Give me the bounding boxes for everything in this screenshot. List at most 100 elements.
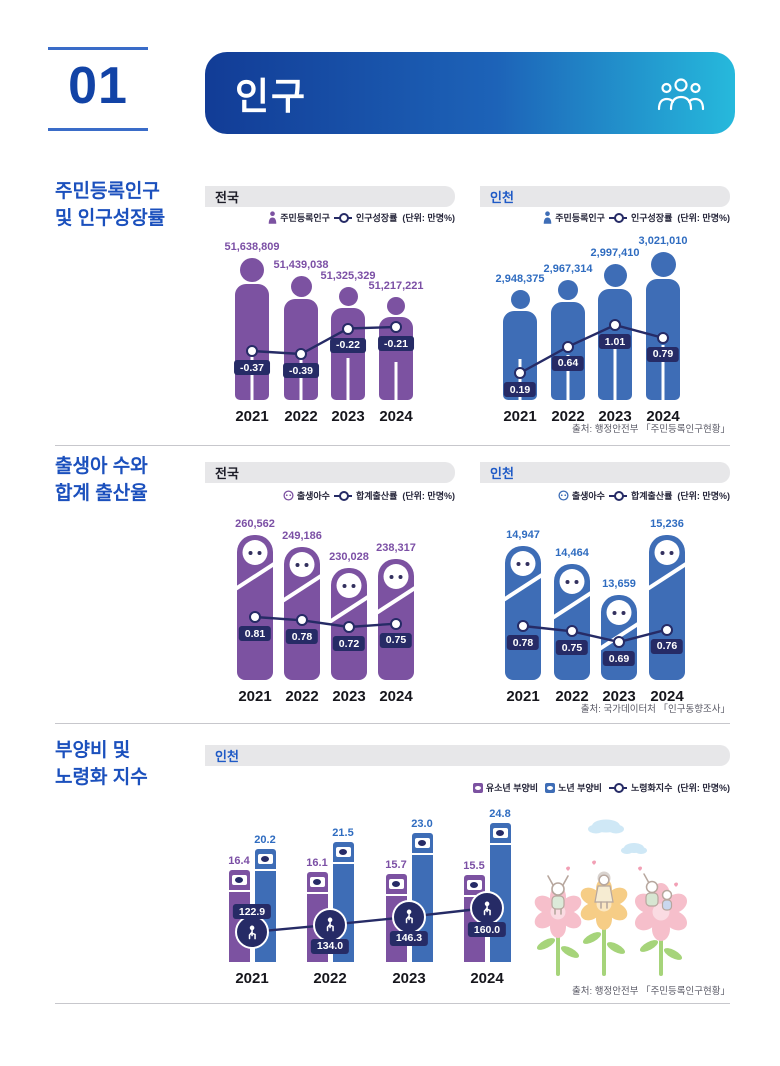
legend-line-label: 노령화지수 (630, 783, 673, 793)
line-point (566, 625, 578, 638)
section-divider (55, 1003, 730, 1004)
youth-dependency-icon (472, 782, 483, 793)
baby-eye (351, 584, 356, 588)
bar-value-label: 2,997,410 (590, 247, 640, 259)
legend-dependency: 유소년 부양비 노년 부양비 노령화지수 (단위: 만명%) (472, 781, 730, 794)
line-value-badge: -0.22 (330, 337, 366, 353)
line-value-badge: -0.21 (378, 336, 414, 351)
baby-head (383, 564, 409, 589)
line-value-badge: 0.79 (646, 346, 680, 362)
person-head (558, 280, 578, 300)
baby-eye (304, 563, 309, 567)
banknote-icon (388, 879, 404, 889)
chart-births-national: 260,562 2021 249,186 2022 230,028 2023 238,317… (205, 505, 455, 710)
line-value-badge: 1.01 (598, 334, 632, 349)
source-note: 출처: 국가데이터처 「인구동향조사」 (580, 704, 730, 715)
bar-divider-line (254, 869, 276, 871)
chart-population-national: 51,638,809 2021 51,439,038 2022 51,325,329 20… (205, 230, 455, 430)
legend-line-label: 인구성장률 (630, 213, 673, 223)
year-label: 2022 (551, 408, 585, 425)
legend-unit: (단위: 만명%) (677, 783, 730, 793)
aging-index-marker (313, 907, 347, 942)
baby-head (559, 569, 585, 594)
legend-line-label: 합계출산률 (355, 491, 398, 501)
line-value-badge: 0.76 (650, 638, 684, 654)
baby-eye (525, 562, 530, 566)
baby-eye (669, 551, 674, 555)
bar-value-label: 15.5 (463, 860, 485, 872)
line-point (246, 345, 258, 357)
panel-label: 전국 (215, 466, 239, 481)
line-point (343, 621, 355, 633)
line-value-badge: 0.75 (555, 640, 589, 656)
elderly-person-icon (326, 917, 334, 932)
line-point (514, 367, 526, 379)
baby-eye (295, 563, 300, 567)
bar-value-label: 15.7 (385, 859, 407, 871)
section-title-line: 주민등록인구 (55, 181, 160, 202)
heart-icon (566, 860, 678, 887)
legend-unit: (단위: 만명%) (677, 213, 730, 223)
baby-eye (660, 551, 665, 555)
aging-index-marker (235, 915, 269, 949)
year-label: 2022 (555, 688, 589, 705)
bar-value-label: 51,638,809 (224, 241, 280, 253)
year-label: 2024 (646, 408, 680, 425)
baby-eye (398, 575, 403, 579)
line-point (342, 322, 354, 335)
cloud-icon (621, 843, 647, 854)
line-marker-icon (333, 490, 352, 501)
source-note: 출처: 행정안전부 「주민등록인구현황」 (571, 424, 730, 435)
chart-population-incheon: 2,948,375 2021 2,967,314 2022 2,997,410 2023 3… (480, 230, 730, 430)
elderly-person-icon (483, 901, 491, 915)
line-marker-icon (608, 490, 627, 501)
banknote-icon (466, 880, 482, 890)
section-title-line: 노령화 지수 (55, 767, 148, 788)
bar-divider-line (332, 862, 354, 864)
legend-line-label: 합계출산률 (630, 491, 673, 501)
baby-eye (516, 562, 521, 566)
section-title-population: 주민등록인구 및 인구성장률 (55, 178, 165, 232)
legend-births-national: 출생아수 합계출산률 (단위: 만명%) (283, 489, 455, 502)
baby-eye (621, 611, 626, 615)
line-point (657, 331, 669, 344)
bar-divider-line (385, 894, 407, 896)
line-value-badge: 160.0 (467, 922, 507, 937)
person-head (240, 258, 264, 282)
baby-head (606, 600, 632, 625)
year-label: 2022 (313, 970, 347, 987)
baby-eye (612, 611, 617, 615)
panel-header-national: 전국 (205, 186, 455, 207)
line-value-badge: 0.81 (238, 626, 272, 641)
baby-eye (248, 551, 253, 555)
section-title-line: 출생아 수와 (55, 456, 148, 477)
line-point (661, 623, 673, 636)
baby-head (242, 540, 268, 565)
year-label: 2024 (650, 688, 684, 705)
year-label: 2023 (331, 408, 365, 425)
baby-pictogram (649, 535, 685, 680)
line-value-badge: 0.64 (551, 355, 585, 371)
person-pictogram (645, 252, 681, 400)
bar-value-label: 51,439,038 (273, 259, 329, 271)
line-value-badge: 134.0 (310, 938, 350, 954)
page-title: 인구 (235, 76, 308, 117)
elderly-person-icon (248, 925, 256, 939)
line-point (562, 340, 574, 353)
person-head (510, 290, 530, 309)
baby-eye (389, 575, 394, 579)
year-label: 2023 (602, 688, 636, 705)
legend-bar-label: 주민등록인구 (280, 213, 330, 223)
flower-people-illustration (534, 819, 688, 976)
year-label: 2023 (332, 688, 366, 705)
legend-elderly-label: 노년 부양비 (558, 783, 602, 793)
bar-value-label: 16.4 (228, 855, 250, 867)
year-label: 2024 (470, 970, 504, 987)
legend-line-label: 인구성장률 (355, 213, 398, 223)
baby-pictogram (284, 547, 320, 680)
baby-head (510, 551, 536, 576)
bar-divider-line (489, 843, 511, 845)
bar-value-label: 14,947 (506, 529, 540, 541)
year-label: 2021 (235, 970, 269, 987)
